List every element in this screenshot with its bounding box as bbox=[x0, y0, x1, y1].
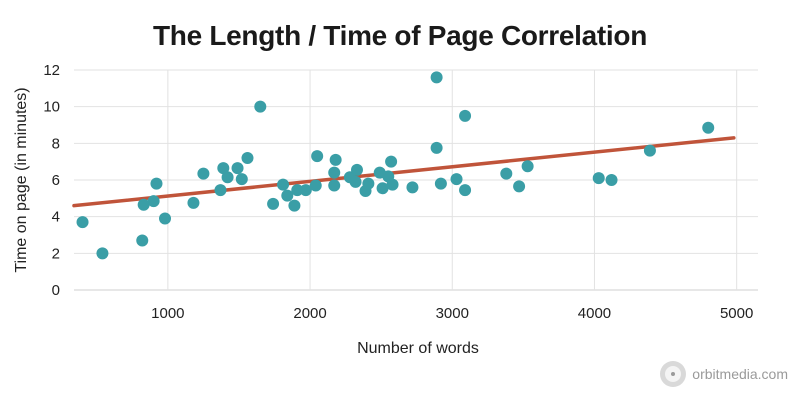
data-point bbox=[76, 216, 89, 229]
trendline bbox=[72, 136, 736, 208]
brand-text: orbitmedia.com bbox=[692, 366, 788, 382]
data-point bbox=[147, 195, 160, 208]
data-point bbox=[513, 180, 526, 193]
data-point bbox=[277, 178, 290, 191]
data-point bbox=[187, 196, 200, 209]
data-point bbox=[159, 212, 172, 225]
data-point bbox=[702, 121, 715, 134]
data-point bbox=[500, 167, 513, 180]
data-point bbox=[349, 175, 362, 188]
data-point bbox=[450, 173, 463, 186]
x-axis-label: Number of words bbox=[357, 340, 479, 357]
y-tick-label: 0 bbox=[52, 282, 60, 299]
data-point bbox=[643, 144, 656, 157]
y-tick-label: 12 bbox=[43, 62, 60, 79]
data-point bbox=[254, 100, 267, 113]
x-tick-label: 4000 bbox=[578, 305, 611, 322]
data-point bbox=[217, 162, 230, 175]
x-tick-label: 2000 bbox=[293, 305, 326, 322]
data-points bbox=[76, 71, 715, 260]
data-point bbox=[96, 247, 109, 260]
x-axis-ticks: 1000 2000 3000 4000 5000 bbox=[151, 305, 753, 322]
data-point bbox=[235, 173, 248, 186]
data-point bbox=[214, 184, 227, 197]
y-tick-label: 8 bbox=[52, 135, 60, 152]
data-point bbox=[309, 179, 322, 192]
data-point bbox=[406, 181, 419, 194]
data-point bbox=[137, 198, 150, 211]
data-point bbox=[267, 197, 280, 210]
data-point bbox=[521, 160, 534, 173]
y-tick-label: 4 bbox=[52, 209, 60, 226]
brand-watermark: orbitmedia.com bbox=[660, 361, 788, 387]
orbit-circle-icon bbox=[660, 361, 687, 387]
data-point bbox=[386, 178, 399, 191]
data-point bbox=[592, 172, 605, 185]
data-point bbox=[459, 109, 472, 122]
data-point bbox=[136, 234, 149, 247]
data-point bbox=[281, 189, 294, 202]
x-tick-label: 1000 bbox=[151, 305, 184, 322]
data-point bbox=[385, 155, 398, 168]
data-point bbox=[299, 184, 312, 197]
data-point bbox=[231, 162, 244, 175]
data-point bbox=[328, 179, 341, 192]
data-point bbox=[434, 177, 447, 190]
data-point bbox=[362, 177, 375, 190]
data-point bbox=[197, 167, 210, 180]
grid-lines bbox=[74, 69, 758, 291]
data-point bbox=[350, 163, 363, 176]
x-tick-label: 5000 bbox=[720, 305, 753, 322]
data-point bbox=[291, 184, 304, 197]
data-point bbox=[150, 177, 163, 190]
data-point bbox=[459, 184, 472, 197]
data-point bbox=[430, 71, 443, 84]
data-point bbox=[221, 171, 234, 184]
data-point bbox=[430, 141, 443, 154]
trendline-group bbox=[72, 136, 736, 208]
y-tick-label: 6 bbox=[52, 172, 60, 189]
x-tick-label: 3000 bbox=[436, 305, 469, 322]
y-tick-label: 10 bbox=[43, 99, 60, 116]
data-point bbox=[605, 174, 618, 186]
data-point bbox=[241, 152, 254, 164]
data-point bbox=[311, 150, 324, 163]
y-tick-label: 2 bbox=[52, 245, 60, 262]
y-axis-label: Time on page (in minutes) bbox=[13, 87, 30, 272]
data-point bbox=[376, 182, 389, 195]
chart-title: The Length / Time of Page Correlation bbox=[153, 20, 647, 51]
data-point bbox=[329, 153, 342, 166]
data-point bbox=[288, 199, 301, 212]
y-axis-ticks: 0 2 4 6 8 10 12 bbox=[43, 62, 60, 299]
data-point bbox=[328, 166, 341, 179]
